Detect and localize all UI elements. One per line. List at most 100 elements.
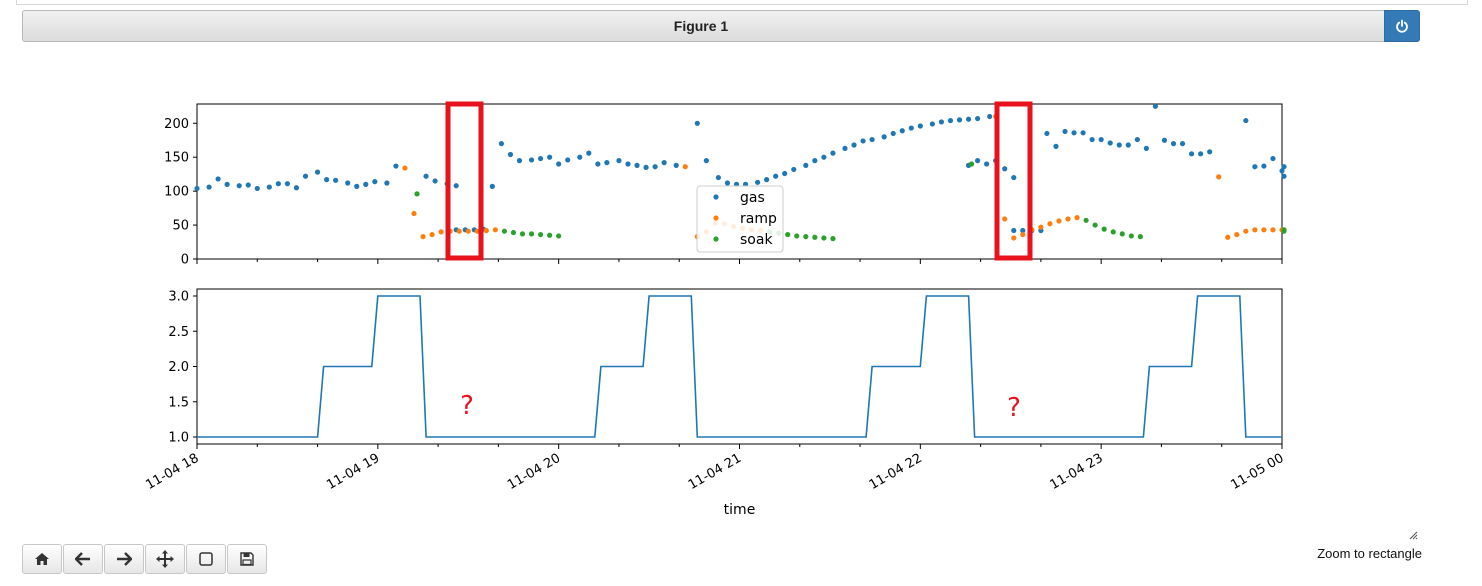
scatter-point-gas: [860, 138, 866, 144]
move-icon: [156, 550, 174, 568]
forward-arrow-icon: [117, 552, 132, 566]
scatter-point-gas: [724, 180, 731, 186]
scatter-point-ramp: [465, 228, 471, 234]
scatter-point-ramp: [420, 234, 426, 240]
scatter-point-gas: [1053, 143, 1059, 149]
scatter-point-gas: [224, 181, 230, 187]
scatter-point-ramp: [1011, 235, 1017, 241]
figure-title: Figure 1: [673, 18, 729, 34]
scatter-point-gas: [803, 162, 809, 168]
scatter-point-soak: [1137, 234, 1143, 240]
scatter-point-gas: [842, 145, 848, 151]
scatter-point-gas: [432, 178, 438, 184]
scatter-point-soak: [1119, 231, 1125, 237]
scatter-point-soak: [821, 235, 827, 241]
highlight-box: [445, 101, 484, 261]
scatter-point-gas: [791, 166, 797, 173]
scatter-point-gas: [1125, 142, 1131, 148]
scatter-point-gas: [917, 123, 923, 129]
legend-marker-ramp: [713, 215, 719, 221]
scatter-point-ramp: [483, 227, 489, 234]
scatter-point-ramp: [411, 210, 417, 217]
highlight-box: [994, 101, 1033, 261]
scatter-point-ramp: [1074, 215, 1080, 221]
zoom-rectangle-button[interactable]: [186, 544, 226, 574]
pan-button[interactable]: [145, 544, 185, 574]
scatter-point-gas: [625, 161, 631, 167]
resize-grip-icon[interactable]: [1408, 530, 1418, 540]
scatter-point-gas: [528, 157, 535, 163]
scatter-point-gas: [1170, 141, 1177, 147]
scatter-point-gas: [556, 161, 562, 167]
scatter-point-gas: [1062, 128, 1068, 135]
scatter-point-soak: [1110, 229, 1116, 235]
scatter-point-gas: [1281, 173, 1287, 179]
scatter-point-gas: [974, 158, 981, 164]
scatter-point-soak: [1128, 233, 1134, 239]
home-button[interactable]: [22, 544, 62, 574]
scatter-point-gas: [899, 128, 905, 134]
chart-svg: 0 50 100 150 200 1.0 1.5 2.0 2.5 3.0 11-04 18 11-04…: [143, 101, 1287, 518]
scatter-point-gas: [293, 185, 300, 191]
scatter-point-gas: [372, 179, 378, 185]
xtick-label: 11-04 22: [867, 451, 925, 493]
scatter-point-gas: [661, 160, 667, 166]
scatter-point-gas: [302, 173, 309, 179]
legend-marker-gas: [713, 194, 719, 200]
scatter-point-gas: [453, 183, 459, 189]
scatter-point-gas: [547, 154, 553, 160]
scatter-point-gas: [1002, 166, 1008, 172]
scatter-point-gas: [1044, 130, 1050, 137]
scatter-point-soak: [528, 231, 535, 237]
scatter-point-gas: [1281, 164, 1287, 170]
scatter-point-gas: [254, 185, 260, 192]
scatter-point-gas: [890, 130, 896, 137]
scatter-point-soak: [785, 231, 791, 238]
scatter-point-gas: [938, 119, 945, 125]
scatter-point-gas: [565, 157, 571, 163]
scatter-point-gas: [194, 185, 200, 192]
step-line: [197, 295, 1282, 438]
scatter-point-gas: [1011, 227, 1017, 234]
scatter-point-gas: [1279, 168, 1285, 174]
scatter-point-ramp: [1225, 234, 1231, 240]
forward-button[interactable]: [104, 544, 144, 574]
scatter-point-gas: [1270, 155, 1276, 162]
scatter-point-gas: [764, 177, 770, 183]
scatter-point-gas: [423, 173, 429, 179]
scatter-point-gas: [830, 150, 836, 156]
xtick-label: 11-04 23: [1048, 451, 1106, 493]
back-button[interactable]: [63, 544, 103, 574]
ytick-label-top: 150: [164, 151, 189, 166]
scatter-point-gas: [537, 155, 544, 162]
scatter-point-gas: [1207, 149, 1213, 155]
scatter-point-gas: [314, 169, 321, 175]
save-button[interactable]: [227, 544, 267, 574]
scatter-point-ramp: [1047, 221, 1053, 227]
close-figure-button[interactable]: [1384, 10, 1420, 42]
scatter-point-gas: [1071, 130, 1077, 136]
scatter-point-gas: [634, 162, 640, 168]
scatter-point-gas: [929, 121, 935, 127]
back-arrow-icon: [75, 552, 90, 566]
scatter-point-soak: [812, 234, 818, 240]
scatter-point-gas: [604, 160, 610, 166]
scatter-point-gas: [974, 115, 981, 122]
scatter-point-ramp: [438, 229, 444, 235]
scatter-point-gas: [245, 182, 251, 188]
scatter-point-gas: [869, 136, 875, 143]
scatter-point-gas: [908, 125, 914, 131]
scatter-point-gas: [1143, 145, 1149, 151]
scatter-point-gas: [1188, 151, 1195, 157]
scatter-point-gas: [947, 117, 954, 124]
figure-canvas[interactable]: 0 50 100 150 200 1.0 1.5 2.0 2.5 3.0 11-04 18 11-04…: [0, 52, 1482, 532]
scatter-point-gas: [1011, 174, 1017, 181]
scatter-point-gas: [384, 180, 390, 186]
ytick-label-bottom: 1.5: [168, 395, 189, 410]
scatter-point-ramp: [1243, 228, 1249, 234]
legend-label-ramp: ramp: [740, 211, 777, 227]
scatter-point-gas: [275, 181, 281, 187]
scatter-point-gas: [773, 173, 779, 179]
scatter-point-gas: [1198, 151, 1204, 157]
scatter-point-ramp: [1056, 218, 1062, 224]
